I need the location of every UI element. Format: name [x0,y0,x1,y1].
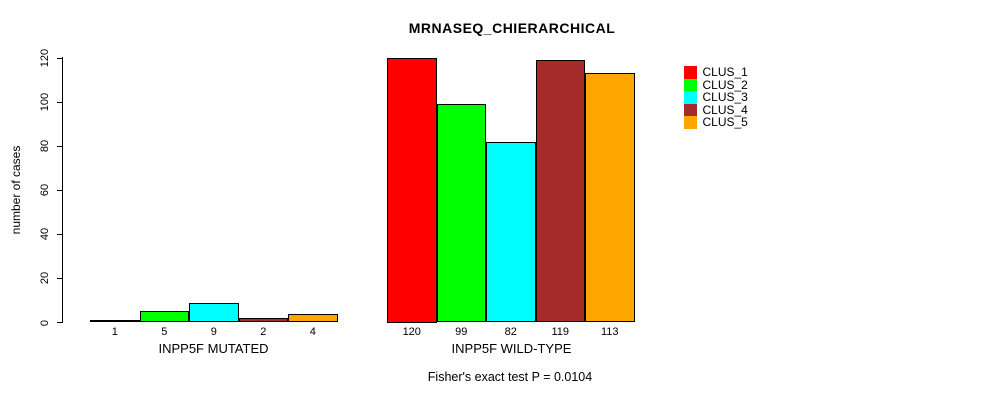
bar-value-label: 9 [210,326,217,338]
y-axis-tick-label: 100 [39,92,51,112]
legend-swatch-icon [684,78,697,92]
y-axis-tick-label: 80 [39,140,51,153]
bar-value-label: 113 [600,326,619,338]
legend-item-clus_3: CLUS_3 [684,91,748,104]
y-axis-tick-label: 120 [39,48,51,68]
legend-label: CLUS_3 [702,90,748,105]
legend: CLUS_1 CLUS_2 CLUS_3 CLUS_4 CLUS_5 [684,66,748,129]
x-axis-group-label-wildtype: INPP5F WILD-TYPE [451,341,572,356]
bar-value-label: 119 [551,326,570,338]
legend-item-clus_4: CLUS_4 [684,104,748,117]
bar-value-label: 4 [309,326,316,338]
y-axis-line [62,57,63,323]
y-axis-tick-label: 0 [39,319,51,326]
legend-label: CLUS_4 [702,102,748,117]
bar-value-label: 5 [161,326,168,338]
y-axis-tick [56,277,63,279]
bar-clus_3-group0 [189,302,239,323]
bar-clus_5-group1 [585,73,635,323]
legend-label: CLUS_5 [702,115,748,130]
legend-label: CLUS_1 [702,65,748,79]
y-axis-title: number of cases [9,145,23,235]
bar-value-label: 2 [260,326,267,338]
bar-value-label: 99 [455,326,468,338]
bar-value-label: 1 [111,326,118,338]
chart-title: MRNASEQ_CHIERARCHICAL [408,20,616,36]
legend-swatch-icon [684,116,697,129]
legend-item-clus_2: CLUS_2 [684,77,748,92]
legend-swatch-icon [684,103,697,117]
x-axis-group-label-mutated: INPP5F MUTATED [158,341,269,356]
y-axis-tick-label: 60 [39,184,51,197]
bar-clus_4-group1 [535,60,585,323]
bar-clus_1-group0 [90,320,140,323]
annotation-text: Fisher's exact test P = 0.0104 [427,370,593,384]
bar-clus_2-group1 [436,104,486,323]
y-axis-tick-label: 20 [39,272,51,285]
legend-swatch-icon [684,66,697,79]
bar-clus_4-group0 [238,318,288,323]
bar-value-label: 82 [504,326,517,338]
y-axis-tick [56,233,63,235]
y-axis-tick [56,145,63,147]
y-axis-tick [56,322,63,323]
y-axis-tick-label: 40 [39,228,51,241]
y-axis-tick [56,101,63,103]
legend-item-clus_5: CLUS_5 [684,116,748,129]
y-axis-tick [56,189,63,191]
y-axis-tick [56,57,63,59]
bar-clus_5-group0 [288,313,338,323]
legend-swatch-icon [684,91,697,104]
legend-label: CLUS_2 [702,77,748,92]
bar-clus_2-group0 [139,311,189,323]
bar-clus_1-group1 [387,58,437,323]
bar-clus_3-group1 [486,141,536,323]
legend-item-clus_1: CLUS_1 [684,66,748,79]
bar-value-label: 120 [402,326,421,338]
